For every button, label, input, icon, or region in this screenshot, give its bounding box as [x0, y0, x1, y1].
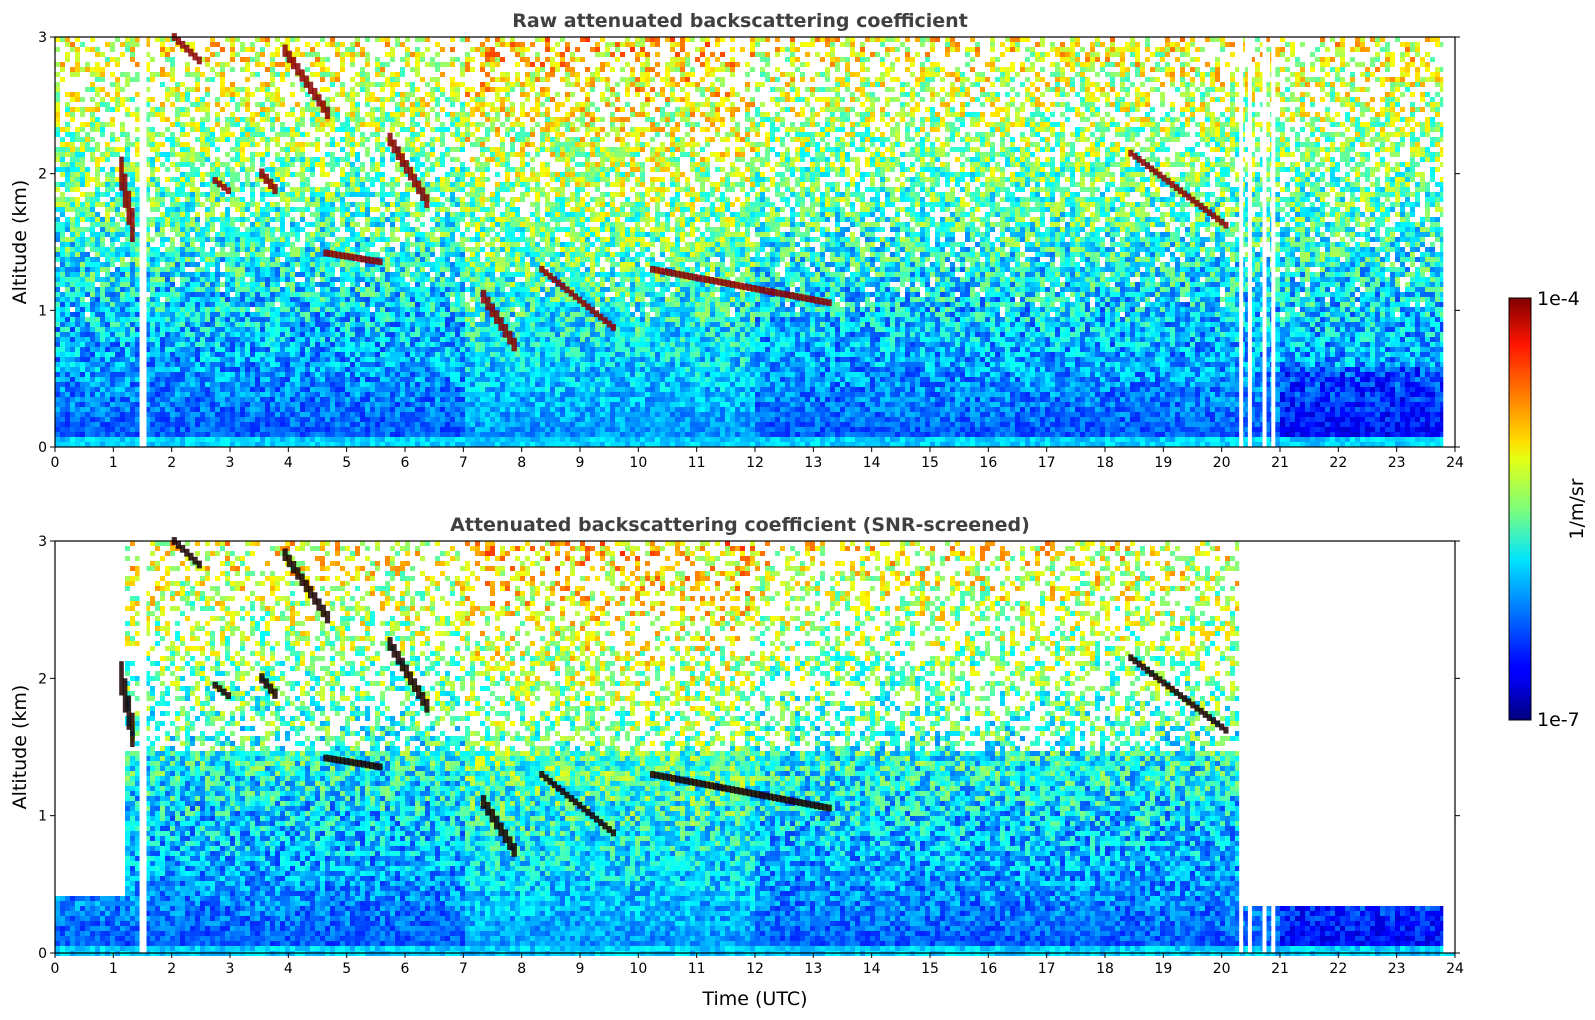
x-tick-label: 23 — [1388, 961, 1406, 977]
chart-panel-raw: Raw attenuated backscattering coefficien… — [9, 10, 1464, 471]
x-tick-label: 17 — [1038, 455, 1056, 471]
x-tick-label: 12 — [746, 961, 764, 977]
heatmap-plot-area — [55, 537, 1455, 956]
x-tick-label: 3 — [226, 455, 235, 471]
x-tick-label: 2 — [167, 961, 176, 977]
x-tick-label: 0 — [51, 455, 60, 471]
colorbar-min-label: 1e-7 — [1537, 709, 1580, 731]
x-tick-label: 22 — [1329, 961, 1347, 977]
x-tick-label: 8 — [517, 455, 526, 471]
x-tick-label: 0 — [51, 961, 60, 977]
colorbar-max-label: 1e-4 — [1537, 288, 1580, 310]
x-tick-label: 15 — [921, 961, 939, 977]
x-tick-label: 11 — [688, 961, 706, 977]
y-axis-label: Altitude (km) — [9, 685, 31, 810]
x-tick-label: 15 — [921, 455, 939, 471]
x-tick-label: 24 — [1446, 455, 1464, 471]
y-tick-label: 2 — [38, 671, 47, 687]
x-axis-label: Time (UTC) — [701, 988, 807, 1010]
x-tick-label: 1 — [109, 455, 118, 471]
x-tick-label: 19 — [1154, 961, 1172, 977]
y-tick-label: 1 — [38, 809, 47, 825]
x-tick-label: 21 — [1271, 961, 1289, 977]
colorbar-unit-label: 1/m/sr — [1566, 478, 1588, 539]
x-tick-label: 8 — [517, 961, 526, 977]
x-tick-label: 10 — [629, 961, 647, 977]
x-tick-label: 21 — [1271, 455, 1289, 471]
x-tick-label: 14 — [863, 455, 881, 471]
chart-title: Attenuated backscattering coefficient (S… — [450, 514, 1030, 536]
x-tick-label: 4 — [284, 961, 293, 977]
x-tick-label: 7 — [459, 455, 468, 471]
x-tick-label: 20 — [1213, 455, 1231, 471]
y-tick-label: 1 — [38, 303, 47, 319]
x-tick-label: 24 — [1446, 961, 1464, 977]
colorbar: 1e-4 1e-7 1/m/sr — [1508, 288, 1588, 731]
chart-title: Raw attenuated backscattering coefficien… — [512, 10, 968, 32]
colorbar-gradient — [1508, 297, 1532, 721]
x-tick-label: 5 — [342, 961, 351, 977]
x-tick-label: 2 — [167, 455, 176, 471]
heatmap-plot-area — [55, 33, 1455, 447]
x-tick-label: 9 — [576, 455, 585, 471]
x-tick-label: 9 — [576, 961, 585, 977]
x-tick-label: 1 — [109, 961, 118, 977]
x-tick-label: 3 — [226, 961, 235, 977]
y-tick-label: 2 — [38, 167, 47, 183]
axis-ticks: 0 1 2 3 4 5 6 7 8 9 10 11 12 13 14 15 16 17 18 19 20 21 22 23 24… — [38, 534, 1464, 977]
x-tick-label: 13 — [804, 455, 822, 471]
x-tick-label: 5 — [342, 455, 351, 471]
y-axis-label: Altitude (km) — [9, 180, 31, 305]
x-tick-label: 16 — [979, 455, 997, 471]
x-tick-label: 14 — [863, 961, 881, 977]
y-tick-label: 0 — [38, 440, 47, 456]
x-tick-label: 10 — [629, 455, 647, 471]
x-tick-label: 22 — [1329, 455, 1347, 471]
x-tick-label: 6 — [401, 961, 410, 977]
x-tick-label: 18 — [1096, 961, 1114, 977]
x-tick-label: 16 — [979, 961, 997, 977]
x-tick-label: 23 — [1388, 455, 1406, 471]
axis-ticks: 0 1 2 3 4 5 6 7 8 9 10 11 12 13 14 15 16 17 18 19 20 21 22 23 24… — [38, 30, 1464, 471]
x-tick-label: 11 — [688, 455, 706, 471]
x-tick-label: 13 — [804, 961, 822, 977]
y-tick-label: 0 — [38, 946, 47, 962]
x-tick-label: 12 — [746, 455, 764, 471]
x-tick-label: 7 — [459, 961, 468, 977]
y-tick-label: 3 — [38, 534, 47, 550]
chart-panel-snr-screened: Attenuated backscattering coefficient (S… — [9, 514, 1464, 1010]
x-tick-label: 17 — [1038, 961, 1056, 977]
x-tick-label: 4 — [284, 455, 293, 471]
x-tick-label: 19 — [1154, 455, 1172, 471]
y-tick-label: 3 — [38, 30, 47, 46]
x-tick-label: 18 — [1096, 455, 1114, 471]
x-tick-label: 6 — [401, 455, 410, 471]
x-tick-label: 20 — [1213, 961, 1231, 977]
